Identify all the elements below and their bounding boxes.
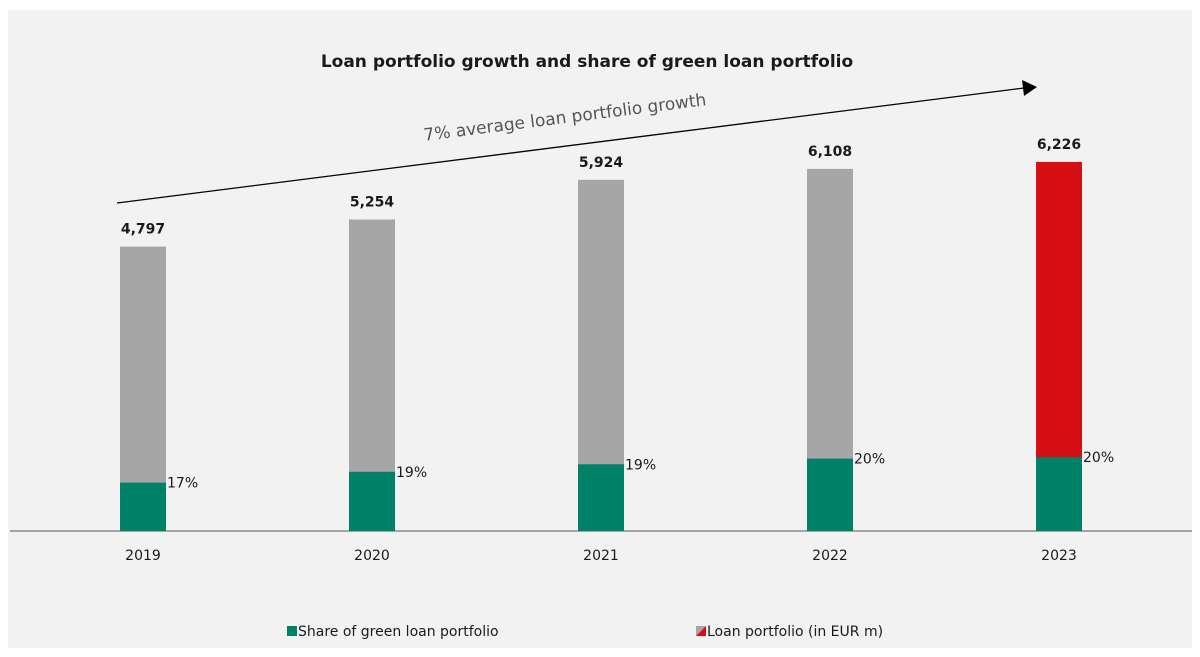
x-tick-label: 2023: [1041, 548, 1077, 564]
green-share-bar: [120, 482, 166, 531]
legend-label: Loan portfolio (in EUR m): [707, 624, 883, 640]
x-tick-label: 2021: [583, 548, 619, 564]
legend-swatch: [287, 626, 297, 636]
green-share-bar: [1036, 457, 1082, 531]
trend-arrow: [116, 87, 1025, 204]
green-share-bar: [578, 464, 624, 531]
value-label: 5,924: [579, 155, 624, 171]
legend-label: Share of green loan portfolio: [298, 624, 499, 640]
share-label: 17%: [167, 476, 198, 492]
value-label: 6,108: [808, 144, 852, 160]
share-label: 19%: [625, 457, 656, 473]
legend-swatch: [696, 626, 706, 636]
arrow-head: [1022, 80, 1037, 96]
green-share-bar: [807, 458, 853, 531]
value-label: 5,254: [350, 195, 395, 211]
chart-title: Loan portfolio growth and share of green…: [321, 52, 853, 72]
value-label: 6,226: [1037, 137, 1081, 153]
x-tick-label: 2022: [812, 548, 848, 564]
share-label: 20%: [854, 452, 885, 468]
value-label: 4,797: [121, 222, 165, 238]
share-label: 19%: [396, 465, 427, 481]
share-label: 20%: [1083, 450, 1114, 466]
green-share-bar: [349, 471, 395, 531]
x-tick-label: 2020: [354, 548, 390, 564]
x-tick-label: 2019: [125, 548, 161, 564]
